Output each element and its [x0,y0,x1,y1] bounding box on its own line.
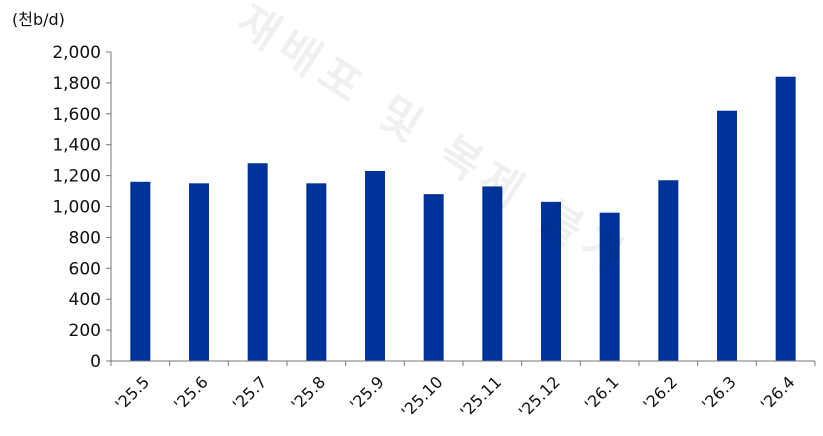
x-tick-label: '25.5 [111,372,153,414]
y-tick-label: 400 [69,290,101,310]
x-tick-label: '25.11 [456,372,505,421]
bar [189,183,209,361]
y-tick-label: 1,400 [52,136,101,156]
x-tick-label: '26.3 [698,372,740,414]
bar [130,181,151,361]
y-tick-label: 0 [90,352,101,372]
x-tick-label: '26.2 [639,372,681,414]
x-tick-label: '25.8 [287,372,329,414]
y-tick-label: 1,000 [52,198,101,218]
y-axis-ticks: 2,000 1,800 1,600 1,400 1,200 1,000 800 600 400 2… [52,43,111,372]
bar [247,163,268,361]
x-tick-label: '25.12 [515,372,564,421]
y-tick-label: 1,200 [52,167,101,187]
y-tick-label: 800 [69,228,101,248]
bar [541,201,561,361]
bar [482,186,503,361]
bar [365,170,385,361]
x-tick-label: '26.4 [757,372,799,414]
x-axis-ticks: '25.5 '25.6 '25.7 '25.8 '25.9'25.10'25.11'25… [110,361,816,421]
y-tick-label: 200 [69,321,101,341]
bar [775,76,796,361]
x-tick-label: '25.9 [346,372,388,414]
bar [717,110,737,362]
y-tick-label: 600 [69,259,101,279]
bar [599,212,620,361]
bar [423,194,444,361]
y-tick-label: 2,000 [52,43,101,63]
x-tick-label: '25.6 [170,372,212,414]
bar [658,180,679,361]
x-tick-label: '26.1 [581,372,623,414]
y-tick-label: 1,600 [52,105,101,125]
bar-series [130,76,796,362]
y-tick-label: 1,800 [52,74,101,94]
x-tick-label: '25.10 [398,372,447,421]
x-tick-label: '25.7 [229,372,271,414]
bar [306,183,327,361]
y-axis-unit-label: (천b/d) [12,10,65,29]
